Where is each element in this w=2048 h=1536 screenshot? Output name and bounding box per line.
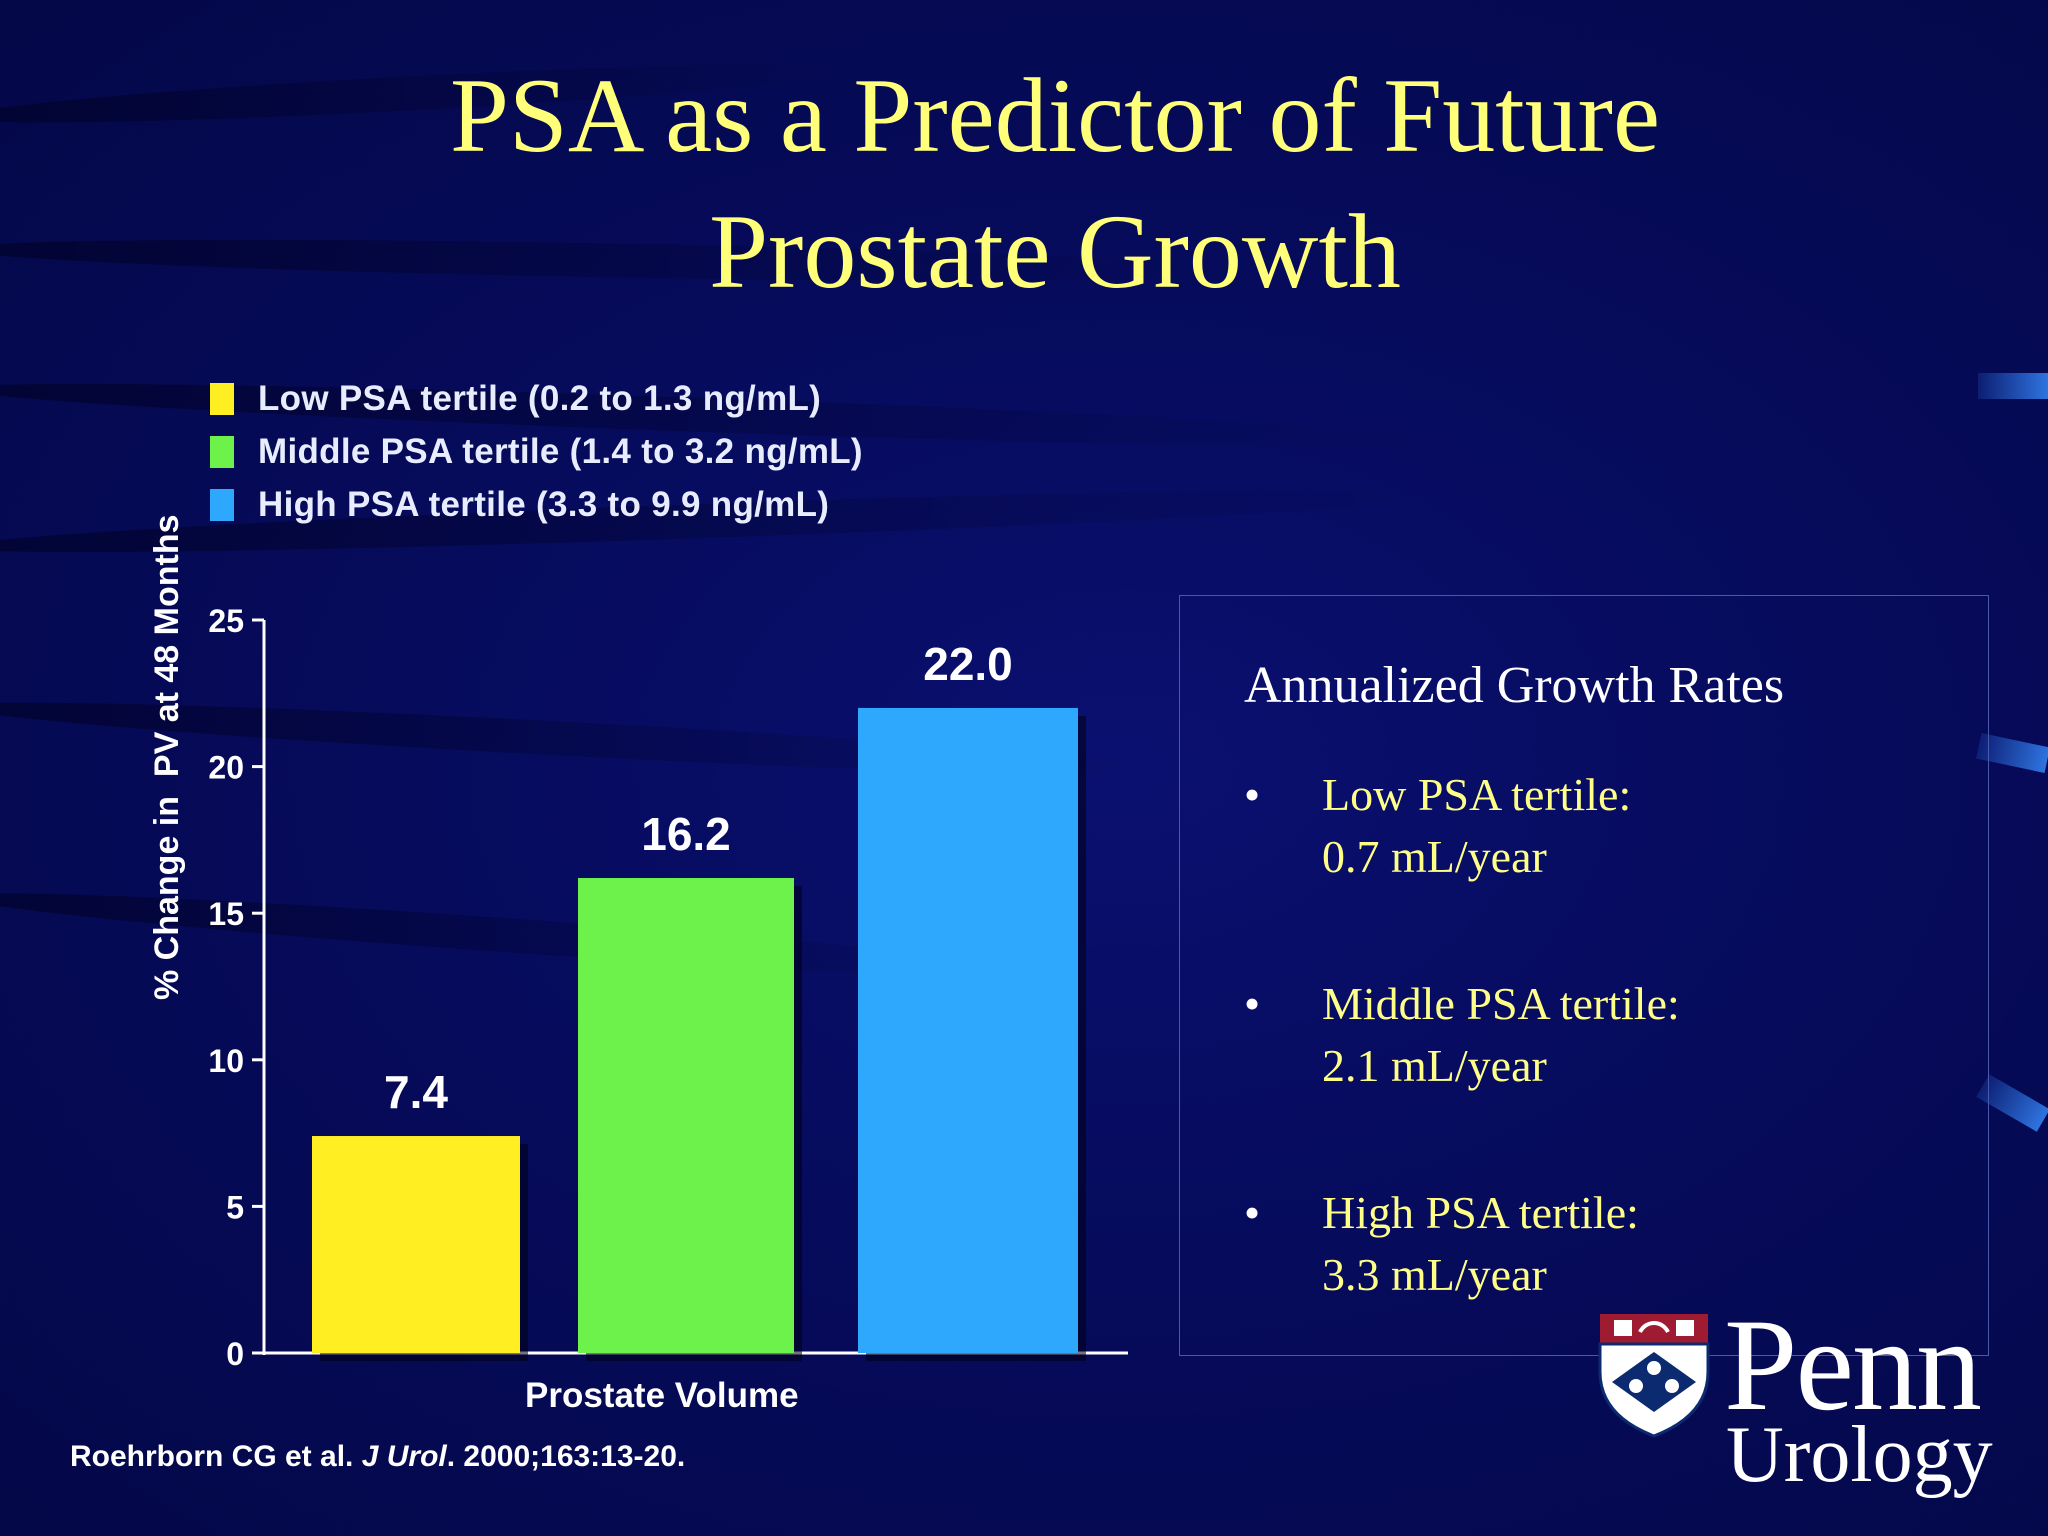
legend-swatch-low bbox=[210, 382, 234, 415]
data-label: 7.4 bbox=[384, 1066, 448, 1118]
bullet-low-line1: Low PSA tertile: bbox=[1322, 769, 1632, 820]
edge-accent bbox=[1978, 373, 2048, 399]
x-axis-label: Prostate Volume bbox=[525, 1376, 799, 1415]
bullet-high-line2: 3.3 mL/year bbox=[1322, 1249, 1547, 1300]
legend-item-middle: Middle PSA tertile (1.4 to 3.2 ng/mL) bbox=[210, 425, 863, 478]
growth-rates-panel: Annualized Growth Rates • Low PSA tertil… bbox=[1179, 595, 1989, 1356]
bullet-middle-line2: 2.1 mL/year bbox=[1322, 1040, 1547, 1091]
data-label: 22.0 bbox=[923, 638, 1013, 690]
slide-title: PSA as a Predictor of Future Prostate Gr… bbox=[0, 48, 2048, 320]
citation-details: . 2000;163:13-20. bbox=[446, 1440, 686, 1473]
legend-swatch-middle bbox=[210, 435, 234, 468]
logo-urology-text: Urology bbox=[1726, 1411, 1993, 1499]
legend-item-high: High PSA tertile (3.3 to 9.9 ng/mL) bbox=[210, 478, 863, 531]
bullet-middle-line1: Middle PSA tertile: bbox=[1322, 978, 1680, 1029]
bar-high bbox=[858, 707, 1078, 1353]
bar-shadow bbox=[866, 715, 1086, 1361]
citation-journal: J Urol bbox=[361, 1440, 447, 1473]
bullet-dot: • bbox=[1244, 769, 1261, 820]
y-tick-label: 25 bbox=[208, 603, 244, 639]
bullet-low-line2: 0.7 mL/year bbox=[1322, 831, 1547, 882]
y-tick-label: 10 bbox=[208, 1043, 244, 1079]
y-axis-label: % Change in PV at 48 Months bbox=[148, 514, 186, 1000]
bullet-dot: • bbox=[1244, 1187, 1261, 1238]
title-line-2: Prostate Growth bbox=[709, 193, 1401, 310]
legend-label-low: Low PSA tertile (0.2 to 1.3 ng/mL) bbox=[258, 378, 822, 418]
bullet-high-line1: High PSA tertile: bbox=[1322, 1187, 1639, 1238]
legend-label-high: High PSA tertile (3.3 to 9.9 ng/mL) bbox=[258, 484, 830, 524]
y-tick-label: 20 bbox=[208, 750, 244, 786]
legend-item-low: Low PSA tertile (0.2 to 1.3 ng/mL) bbox=[210, 372, 863, 425]
y-tick-label: 5 bbox=[226, 1189, 244, 1225]
panel-title: Annualized Growth Rates bbox=[1244, 657, 1785, 714]
title-line-1: PSA as a Predictor of Future bbox=[449, 57, 1661, 174]
legend-swatch-high bbox=[210, 488, 234, 521]
bar-low bbox=[312, 1136, 520, 1353]
logo-penn-text: Penn bbox=[1724, 1291, 1982, 1438]
penn-shield-icon bbox=[1598, 1314, 1710, 1438]
citation: Roehrborn CG et al. J Urol. 2000;163:13-… bbox=[70, 1440, 685, 1474]
bar-shadow bbox=[320, 1144, 528, 1361]
penn-urology-logo: Penn Urology bbox=[1596, 1291, 1996, 1500]
bullet-dot: • bbox=[1244, 978, 1261, 1029]
y-tick-label: 0 bbox=[226, 1336, 244, 1372]
chart-legend: Low PSA tertile (0.2 to 1.3 ng/mL) Middl… bbox=[210, 372, 863, 531]
legend-label-middle: Middle PSA tertile (1.4 to 3.2 ng/mL) bbox=[258, 431, 863, 471]
data-label: 16.2 bbox=[641, 808, 731, 860]
citation-authors: Roehrborn CG et al. bbox=[70, 1440, 354, 1473]
